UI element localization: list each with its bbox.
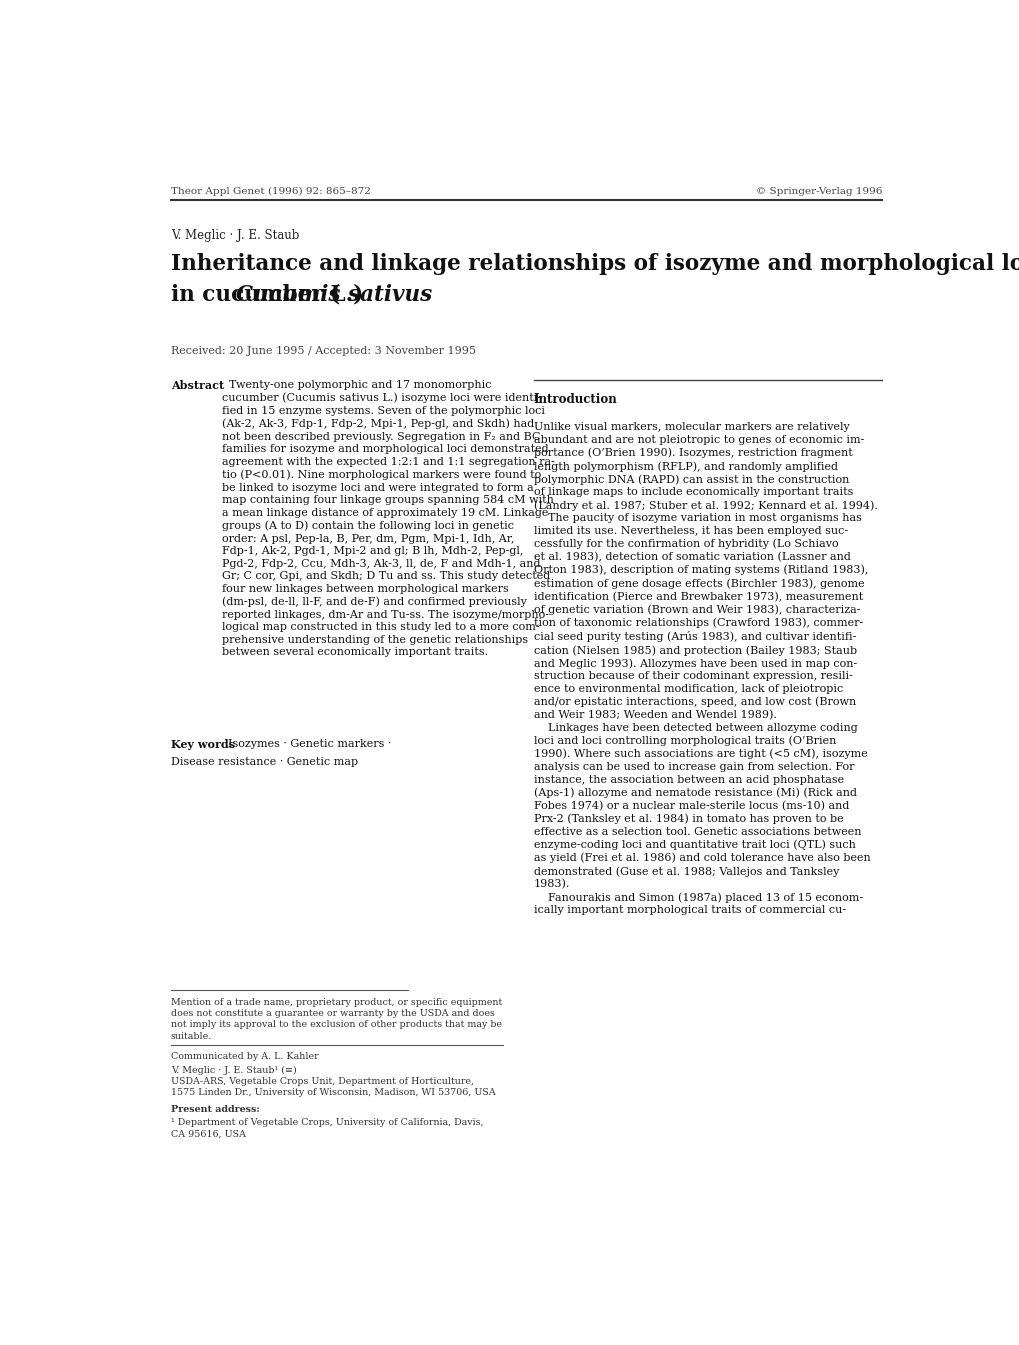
Text: Introduction: Introduction: [533, 393, 616, 406]
Text: Key words: Key words: [171, 740, 234, 751]
Text: Received: 20 June 1995 / Accepted: 3 November 1995: Received: 20 June 1995 / Accepted: 3 Nov…: [171, 346, 476, 355]
Text: Isozymes · Genetic markers ·: Isozymes · Genetic markers ·: [227, 740, 391, 749]
Text: L.): L.): [322, 284, 363, 305]
Text: Theor Appl Genet (1996) 92: 865–872: Theor Appl Genet (1996) 92: 865–872: [171, 187, 371, 196]
Text: V. Meglic · J. E. Staub: V. Meglic · J. E. Staub: [171, 229, 299, 242]
Text: Cucumis sativus: Cucumis sativus: [235, 284, 432, 305]
Text: V. Meglic · J. E. Staub¹ (≡)
USDA-ARS, Vegetable Crops Unit, Department of Horti: V. Meglic · J. E. Staub¹ (≡) USDA-ARS, V…: [171, 1065, 495, 1096]
Text: Abstract: Abstract: [171, 379, 224, 391]
Text: © Springer-Verlag 1996: © Springer-Verlag 1996: [755, 187, 881, 196]
Text: Present address:: Present address:: [171, 1104, 260, 1114]
Text: in cucumber (: in cucumber (: [171, 284, 340, 305]
Text: Inheritance and linkage relationships of isozyme and morphological loci: Inheritance and linkage relationships of…: [171, 253, 1019, 274]
Text: Unlike visual markers, molecular markers are relatively
abundant and are not ple: Unlike visual markers, molecular markers…: [533, 422, 876, 916]
Text: Mention of a trade name, proprietary product, or specific equipment
does not con: Mention of a trade name, proprietary pro…: [171, 998, 501, 1041]
Text: Disease resistance · Genetic map: Disease resistance · Genetic map: [171, 757, 358, 767]
Text: Communicated by A. L. Kahler: Communicated by A. L. Kahler: [171, 1052, 318, 1061]
Text: Twenty-one polymorphic and 17 monomorphic
cucumber (Cucumis sativus L.) isozyme : Twenty-one polymorphic and 17 monomorphi…: [222, 379, 554, 658]
Text: ¹ Department of Vegetable Crops, University of California, Davis,
CA 95616, USA: ¹ Department of Vegetable Crops, Univers…: [171, 1118, 483, 1138]
